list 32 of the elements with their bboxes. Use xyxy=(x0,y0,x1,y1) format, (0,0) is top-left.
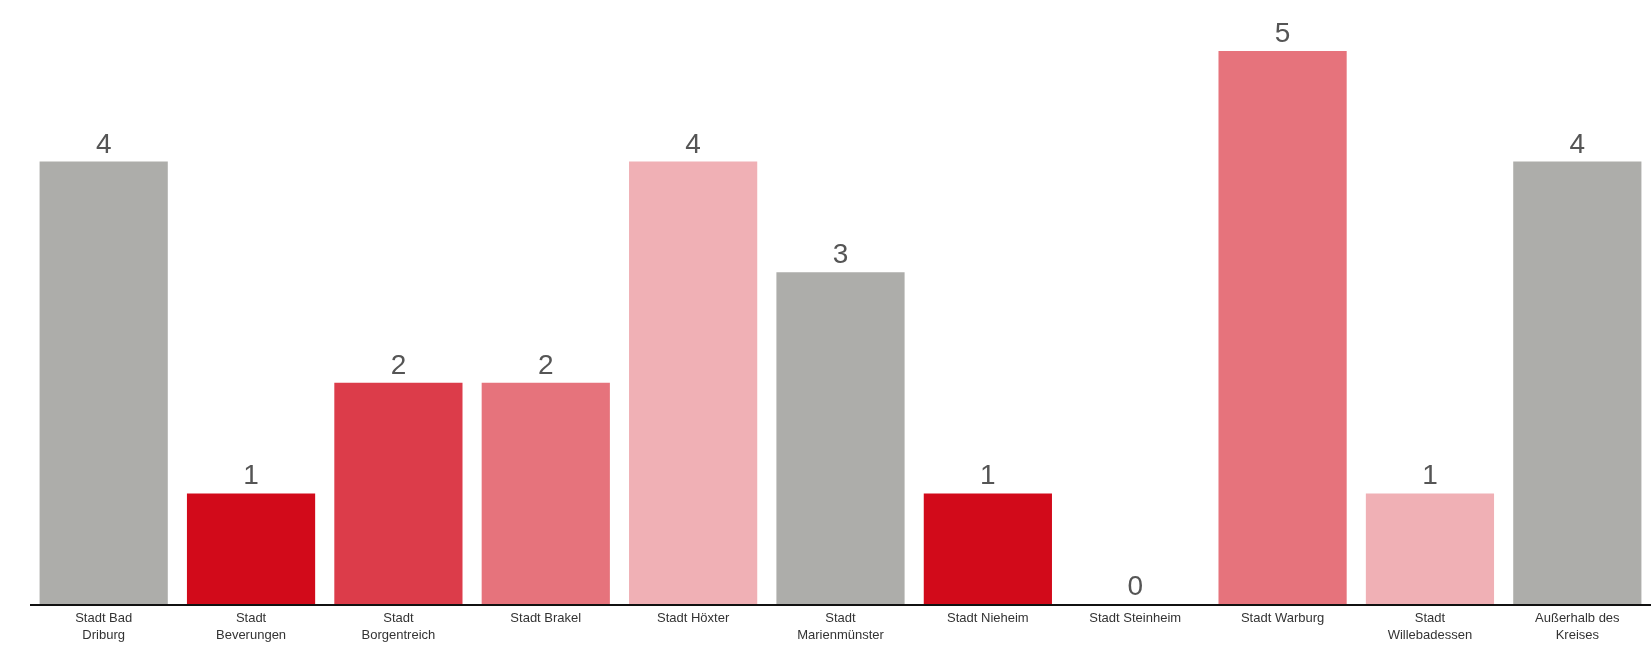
data-label: 4 xyxy=(685,127,701,159)
x-tick-label: Stadt Beverungen xyxy=(215,609,287,642)
x-tick-label: Stadt Steinheim xyxy=(1089,609,1182,625)
x-tick-label: Stadt Warburg xyxy=(1240,609,1325,625)
bar xyxy=(923,493,1052,604)
data-label: 1 xyxy=(243,459,259,491)
x-tick-label: Stadt Willebadessen xyxy=(1387,609,1473,642)
x-tick-label: Stadt Marienmünster xyxy=(797,609,885,642)
x-tick-label: Stadt Bad Driburg xyxy=(75,609,133,642)
bar xyxy=(1365,493,1495,604)
bar xyxy=(776,272,905,604)
bar xyxy=(1513,161,1642,604)
data-label: 1 xyxy=(980,459,996,491)
data-label: 2 xyxy=(537,348,554,380)
bar xyxy=(39,161,168,604)
bar xyxy=(1218,50,1347,604)
data-label: 1 xyxy=(1422,459,1438,491)
bar xyxy=(629,161,758,604)
x-tick-label: Stadt Höxter xyxy=(657,609,730,625)
data-label: 4 xyxy=(95,127,112,159)
x-tick-label: Stadt Borgentreich xyxy=(361,609,436,642)
data-label: 3 xyxy=(832,238,849,270)
data-label: 5 xyxy=(1274,16,1291,48)
bar xyxy=(186,493,316,604)
x-tick-label: Stadt Nieheim xyxy=(947,609,1029,625)
data-label: 4 xyxy=(1569,127,1586,159)
data-label: 2 xyxy=(390,348,407,380)
x-tick-label: Stadt Brakel xyxy=(510,609,582,625)
bar xyxy=(481,382,610,604)
data-label: 0 xyxy=(1127,570,1144,601)
x-tick-label: Außerhalb des Kreises xyxy=(1535,609,1621,642)
bar xyxy=(334,382,463,604)
